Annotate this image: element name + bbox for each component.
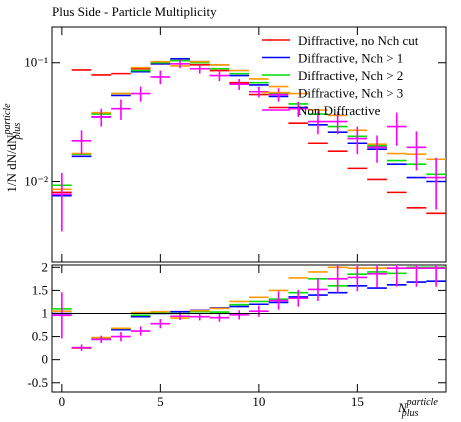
legend-label: Non Diffractive <box>298 103 381 118</box>
y-label-sup: particle <box>2 103 13 136</box>
legend-label: Diffractive, Nch > 2 <box>298 68 403 83</box>
y-tick-label: 10⁻² <box>24 174 48 189</box>
y-tick-label: 0 <box>42 352 49 367</box>
x-tick-label: 5 <box>157 394 164 409</box>
plot-frame <box>51 264 447 393</box>
x-label-sup: particle <box>406 397 439 408</box>
y-tick-label: 1 <box>42 305 49 320</box>
x-label-sub: plus <box>401 408 419 419</box>
x-axis-label: Nparticle plus <box>397 397 438 419</box>
legend-label: Diffractive, no Nch cut <box>298 33 419 48</box>
y-label-main: 1/N dN/dN <box>4 134 19 193</box>
x-label-main: N <box>397 400 408 415</box>
x-tick-label: 10 <box>252 394 265 409</box>
y-tick-label: 1.5 <box>32 282 48 297</box>
y-tick-label: 2 <box>42 259 49 274</box>
y-axis-label: 1/N dN/dNparticleplus <box>2 103 23 193</box>
chart-title: Plus Side - Particle Multiplicity <box>52 4 217 19</box>
y-tick-label: 0.5 <box>32 329 48 344</box>
x-tick-label: 0 <box>59 394 66 409</box>
plot-frame <box>51 26 447 263</box>
y-tick-label: -0.5 <box>27 375 48 390</box>
legend-label: Diffractive, Nch > 1 <box>298 51 403 66</box>
x-tick-label: 15 <box>351 394 364 409</box>
y-tick-label: 10⁻¹ <box>24 55 48 70</box>
legend-label: Diffractive, Nch > 3 <box>298 86 403 101</box>
y-label-sub: plus <box>12 123 23 141</box>
